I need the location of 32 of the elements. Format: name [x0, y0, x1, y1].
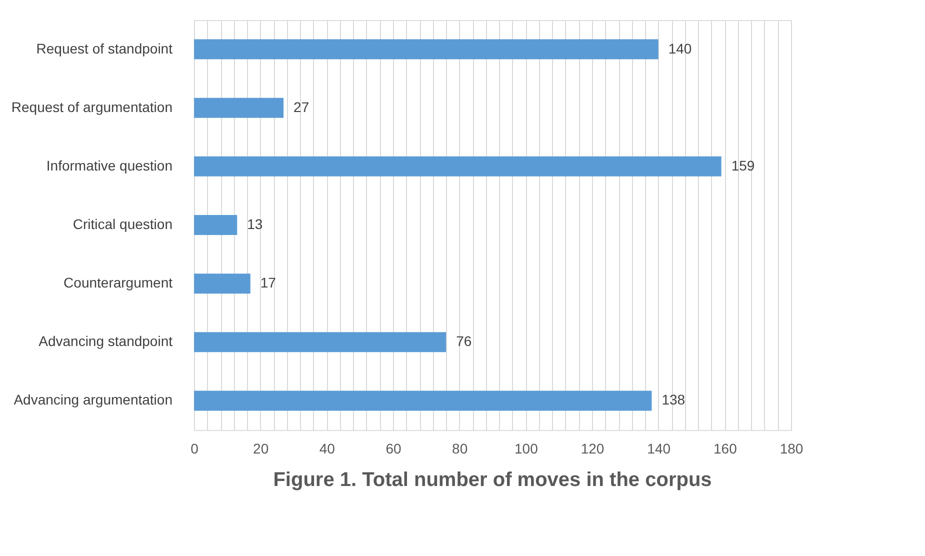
data-label: 138 [662, 392, 686, 408]
x-tick-label: 140 [647, 440, 671, 456]
bar [194, 390, 652, 411]
text: Figure 1. Total number of moves in the corpus [273, 469, 712, 491]
x-tick-label: 100 [514, 440, 538, 456]
x-tick-label: 180 [780, 440, 804, 456]
y-tick-label: Request of argumentation [11, 98, 172, 115]
x-tick-label: 40 [319, 440, 336, 456]
data-label: 17 [260, 274, 276, 291]
bar [194, 274, 250, 294]
x-tick-label: 60 [386, 440, 402, 456]
data-label: 27 [294, 98, 310, 115]
bar [194, 98, 284, 118]
data-label: 13 [247, 216, 263, 232]
x-tick-label: 80 [452, 440, 468, 456]
bar [194, 332, 446, 352]
y-tick-label: Counterargument [64, 274, 173, 291]
y-tick-label: Advancing standpoint [38, 333, 173, 350]
x-tick-label: 120 [580, 440, 604, 456]
bar [194, 156, 722, 176]
data-label: 159 [731, 157, 755, 174]
x-tick-label: 20 [253, 440, 269, 456]
bar [194, 215, 238, 235]
y-tick-label: Critical question [72, 216, 172, 232]
bar [194, 39, 658, 60]
data-label: 140 [668, 40, 692, 56]
x-tick-label: 160 [713, 440, 738, 456]
x-tick-label: 0 [190, 440, 199, 456]
y-tick-label: Request of standpoint [36, 40, 173, 56]
y-tick-label: Informative question [46, 157, 172, 174]
y-tick-label: Advancing argumentation [14, 392, 172, 408]
data-label: 76 [456, 333, 472, 350]
